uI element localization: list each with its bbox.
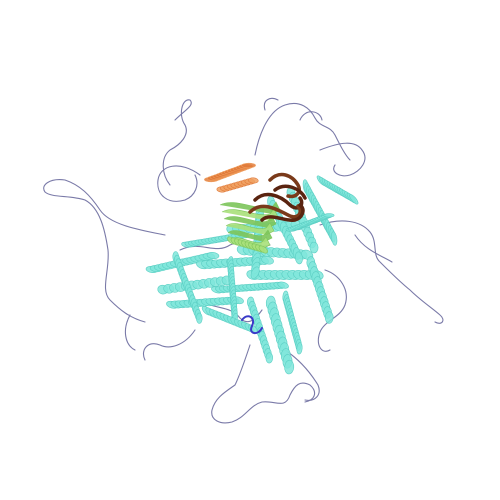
- strand-brown: [248, 172, 307, 222]
- blue-loop: [241, 315, 263, 334]
- coil-loop-upper-right: [299, 111, 366, 177]
- helix-cyan-17: [227, 256, 238, 324]
- helix-orange-second: [216, 177, 259, 193]
- helix-cyan-20: [172, 251, 203, 324]
- segment-blue: [241, 315, 263, 334]
- coil-loop-bottom-left: [124, 314, 196, 361]
- coil-loop-right: [319, 220, 444, 324]
- helix-cyan-12: [302, 179, 338, 246]
- coil-loop-bottom-right: [284, 349, 320, 401]
- brown-strand-1: [253, 192, 304, 210]
- coil-loop-left: [43, 179, 166, 323]
- helix-cyan-19: [316, 175, 359, 205]
- coil-loop-bottom: [211, 344, 316, 424]
- helix-cyan-4: [181, 232, 249, 248]
- helix-orange: [204, 162, 259, 193]
- sheet-strand-5: [227, 229, 273, 243]
- beta-sheet-green: [219, 201, 281, 254]
- helix-cyan-13: [246, 296, 274, 364]
- coil-loop-upper-left: [157, 99, 201, 202]
- brown-strand-5: [273, 184, 307, 200]
- helix-green: [227, 236, 268, 254]
- helix-cyan-15: [282, 290, 303, 355]
- helix-cyan-22: [285, 213, 335, 232]
- sheet-strand-4: [225, 222, 275, 236]
- helix-cyan-14: [265, 295, 295, 375]
- brown-strand-4: [268, 172, 301, 199]
- helix-orange-main: [204, 162, 256, 183]
- coil-backbone: [43, 97, 444, 424]
- brown-strand-3: [260, 203, 305, 222]
- brown-strand-2: [248, 204, 302, 219]
- helix-cyan-18: [306, 256, 334, 324]
- coil-loop-top: [254, 97, 351, 161]
- helix-cyan-21: [201, 306, 259, 334]
